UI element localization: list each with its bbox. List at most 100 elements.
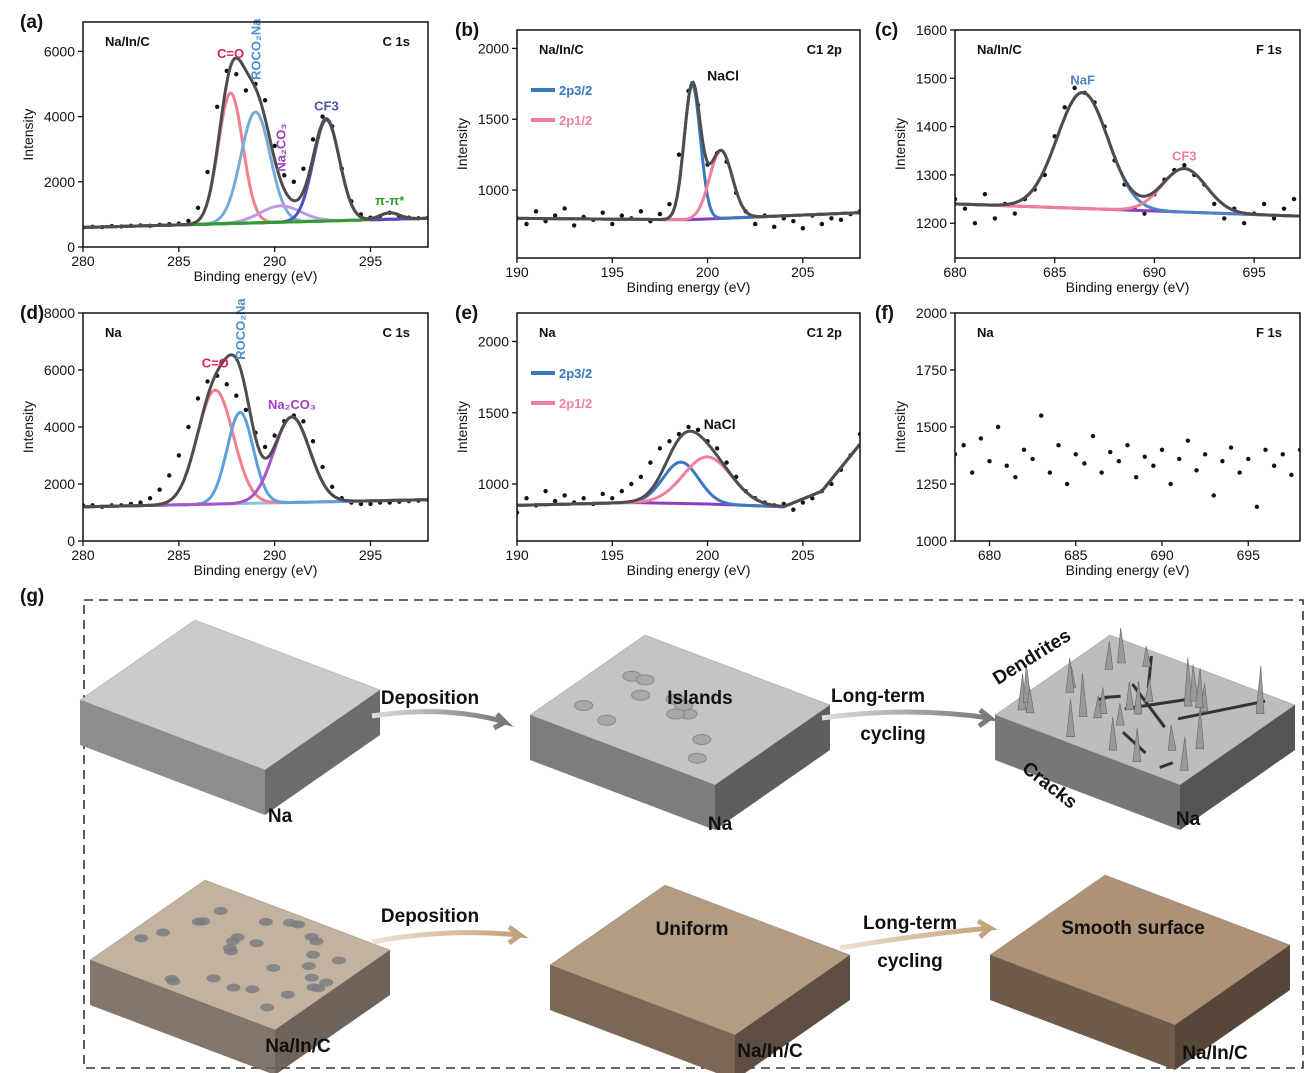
data-point xyxy=(186,219,190,223)
data-point xyxy=(1220,459,1224,463)
data-point xyxy=(961,443,965,447)
peak-component xyxy=(955,93,1300,217)
plot-area xyxy=(81,355,430,509)
data-point xyxy=(791,507,795,511)
data-point xyxy=(1056,443,1060,447)
island xyxy=(632,690,650,700)
region-label: C 1s xyxy=(383,325,410,340)
data-point xyxy=(196,396,200,400)
data-point xyxy=(839,218,843,222)
data-point xyxy=(620,489,624,493)
data-point xyxy=(1212,493,1216,497)
data-point xyxy=(368,502,372,506)
data-point xyxy=(1039,413,1043,417)
slab-label: Na xyxy=(268,806,293,827)
data-point xyxy=(1143,454,1147,458)
peak-label: NaF xyxy=(1070,73,1095,88)
data-point xyxy=(610,496,614,500)
data-point xyxy=(234,393,238,397)
x-tick-label: 195 xyxy=(601,264,625,280)
figure: (g) Deposition Long-term cycling Islands… xyxy=(0,0,1306,1073)
data-point xyxy=(562,206,566,210)
data-point xyxy=(1212,202,1216,206)
x-tick-label: 680 xyxy=(978,547,1002,563)
legend-label: 2p1/2 xyxy=(559,396,592,411)
data-point xyxy=(167,473,171,477)
data-point xyxy=(311,137,315,141)
data-point xyxy=(610,222,614,226)
y-axis-label: Intensity xyxy=(892,118,908,170)
sample-label: Na/In/C xyxy=(977,42,1022,57)
y-tick-label: 2000 xyxy=(44,476,75,492)
data-point xyxy=(1082,461,1086,465)
plot-area xyxy=(515,425,862,515)
x-tick-label: 690 xyxy=(1143,264,1167,280)
data-point xyxy=(1074,452,1078,456)
region-label: F 1s xyxy=(1256,325,1282,340)
data-point xyxy=(753,222,757,226)
legend-label: 2p1/2 xyxy=(559,113,592,128)
data-point xyxy=(970,470,974,474)
data-point xyxy=(1203,452,1207,456)
x-tick-label: 295 xyxy=(359,253,383,269)
data-point xyxy=(1222,216,1226,220)
y-tick-label: 1750 xyxy=(916,362,947,378)
dendrite xyxy=(1256,666,1264,714)
island xyxy=(575,701,593,711)
x-tick-label: 280 xyxy=(71,253,95,269)
data-point xyxy=(1272,216,1276,220)
data-point xyxy=(658,212,662,216)
particle xyxy=(156,929,170,937)
peak-component xyxy=(955,169,1300,216)
slab-label: Na/In/C xyxy=(265,1036,331,1057)
data-point xyxy=(543,489,547,493)
y-tick-label: 0 xyxy=(67,239,75,255)
data-point xyxy=(1125,443,1129,447)
data-point xyxy=(215,105,219,109)
data-point xyxy=(225,382,229,386)
particle xyxy=(227,984,241,992)
particle xyxy=(250,939,264,947)
y-axis-label: Intensity xyxy=(892,401,908,453)
panel-label: (f) xyxy=(875,303,894,324)
island xyxy=(688,753,706,763)
region-label: C1 2p xyxy=(807,325,842,340)
x-tick-label: 200 xyxy=(696,547,720,563)
island xyxy=(693,735,711,745)
particle xyxy=(305,974,319,982)
x-tick-label: 290 xyxy=(263,253,287,269)
plot-frame xyxy=(517,30,860,258)
y-tick-label: 2000 xyxy=(478,334,509,350)
arrow-label: Deposition xyxy=(381,906,479,927)
arrow xyxy=(372,712,505,728)
data-point xyxy=(196,206,200,210)
data-point xyxy=(572,223,576,227)
panel-label: (d) xyxy=(20,303,44,324)
data-point xyxy=(1108,450,1112,454)
data-point xyxy=(534,209,538,213)
y-tick-label: 1500 xyxy=(916,70,947,86)
peak-component xyxy=(83,120,428,227)
data-point xyxy=(1177,457,1181,461)
plot-area xyxy=(953,413,1302,509)
data-point xyxy=(1242,221,1246,225)
data-point xyxy=(562,493,566,497)
arrow xyxy=(372,927,520,943)
x-tick-label: 690 xyxy=(1150,547,1174,563)
arrow-label: cycling xyxy=(860,724,925,745)
data-point xyxy=(715,446,719,450)
sample-label: Na xyxy=(539,325,556,340)
particle xyxy=(310,937,324,945)
data-point xyxy=(629,482,633,486)
data-point xyxy=(177,453,181,457)
x-tick-label: 295 xyxy=(359,547,383,563)
x-tick-label: 285 xyxy=(167,253,191,269)
particle xyxy=(306,951,320,959)
data-point xyxy=(993,216,997,220)
peak-component xyxy=(83,390,428,507)
x-tick-label: 205 xyxy=(791,264,815,280)
y-tick-label: 4000 xyxy=(44,419,75,435)
data-point xyxy=(979,436,983,440)
data-point xyxy=(263,445,267,449)
data-point xyxy=(1134,475,1138,479)
